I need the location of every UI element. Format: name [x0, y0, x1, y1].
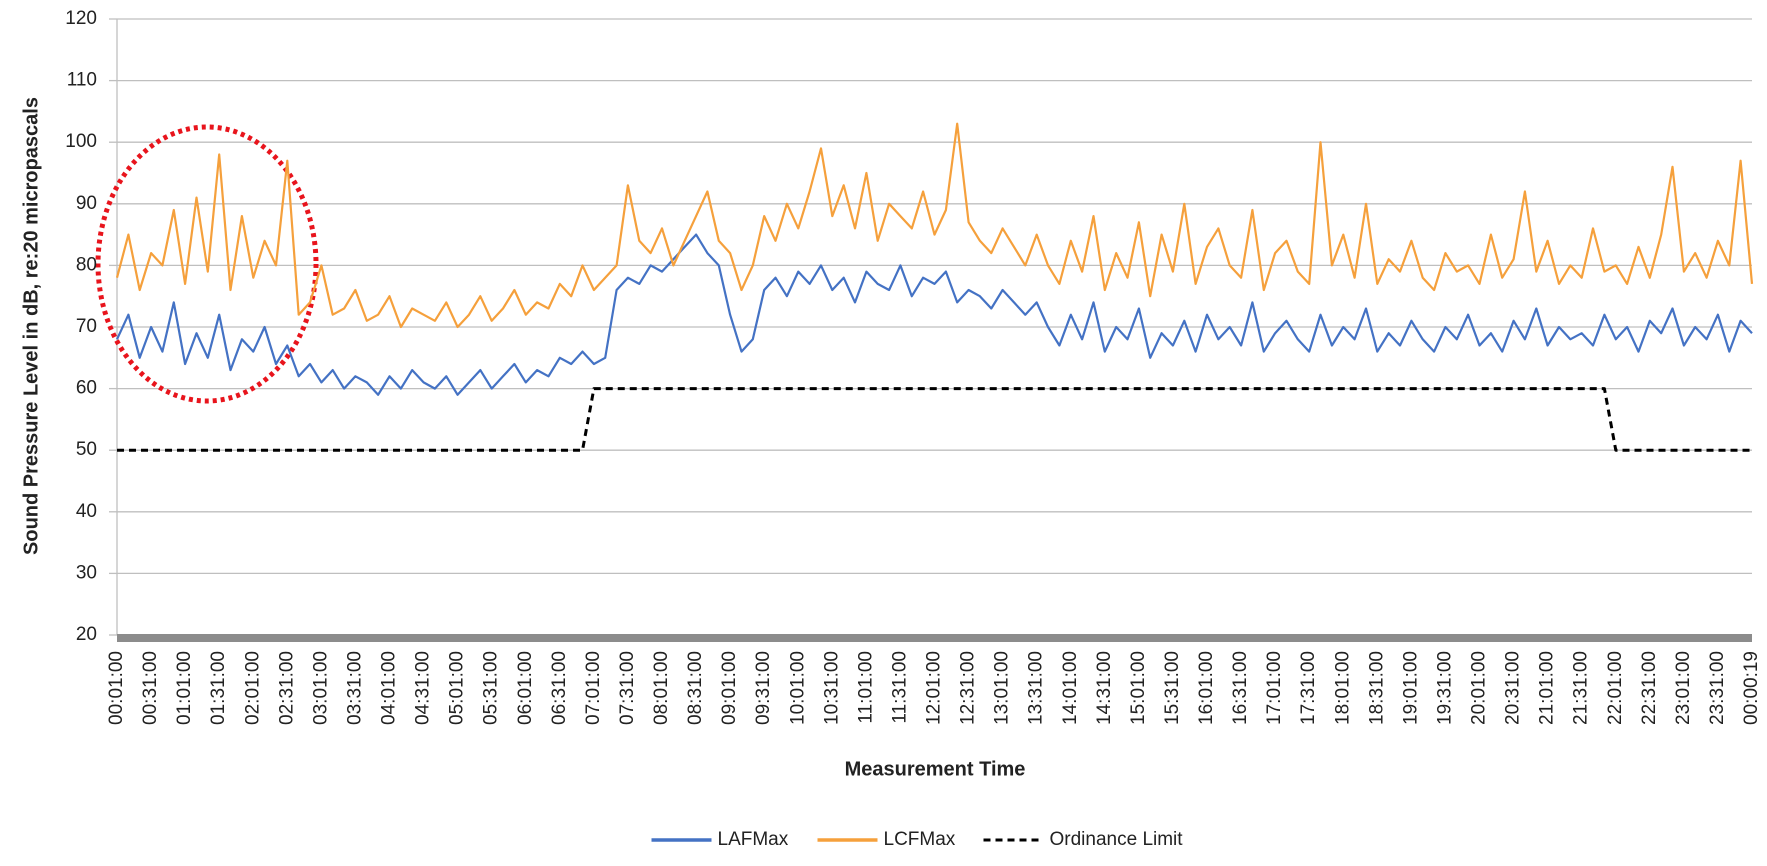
y-tick-label: 70 [76, 316, 97, 337]
x-tick-label: 12:01:00 [924, 651, 945, 725]
x-tick-label: 02:31:00 [276, 651, 297, 725]
y-tick-label: 20 [76, 624, 97, 645]
x-tick-label: 08:01:00 [651, 651, 672, 725]
x-tick-label: 18:31:00 [1366, 651, 1387, 725]
x-tick-label: 23:31:00 [1707, 651, 1728, 725]
y-tick-label: 30 [76, 562, 97, 583]
x-tick-label: 07:01:00 [583, 651, 604, 725]
x-tick-label: 16:01:00 [1196, 651, 1217, 725]
x-tick-label: 17:31:00 [1298, 651, 1319, 725]
x-tick-label: 17:01:00 [1264, 651, 1285, 725]
x-tick-label: 18:01:00 [1332, 651, 1353, 725]
highlight-ellipse [95, 124, 319, 404]
x-tick-label: 14:31:00 [1094, 651, 1115, 725]
x-tick-label: 05:31:00 [481, 651, 502, 725]
y-axis-title: Sound Pressure Level in dB, re:20 microp… [20, 97, 42, 555]
data-line [115, 122, 1754, 329]
x-tick-label: 01:31:00 [208, 651, 229, 725]
x-tick-label: 11:01:00 [855, 651, 876, 724]
data-line [117, 387, 1752, 452]
legend-label: LAFMax [718, 829, 789, 850]
x-tick-label: 00:00:19 [1741, 651, 1762, 725]
x-tick-label: 16:31:00 [1230, 651, 1251, 725]
x-tick-label: 03:31:00 [344, 651, 365, 725]
x-tick-label: 09:01:00 [719, 651, 740, 725]
x-tick-label: 21:01:00 [1537, 651, 1558, 725]
y-tick-label: 100 [65, 131, 97, 152]
x-tick-label: 04:01:00 [379, 651, 400, 725]
x-tick-label: 10:31:00 [821, 651, 842, 725]
x-tick-label: 20:01:00 [1469, 651, 1490, 725]
x-tick-label: 06:31:00 [549, 651, 570, 725]
x-axis-title: Measurement Time [845, 758, 1026, 780]
x-tick-label: 15:01:00 [1128, 651, 1149, 725]
y-tick-label: 50 [76, 439, 97, 460]
x-tick-label: 21:31:00 [1571, 651, 1592, 725]
x-tick-label: 00:01:00 [106, 651, 127, 725]
x-tick-label: 08:31:00 [685, 651, 706, 725]
y-tick-label: 60 [76, 378, 97, 399]
legend-label: Ordinance Limit [1050, 829, 1184, 850]
x-tick-label: 12:31:00 [958, 651, 979, 725]
x-tick-label: 14:01:00 [1060, 651, 1081, 725]
x-tick-label: 04:31:00 [413, 651, 434, 725]
y-tick-label: 80 [76, 254, 97, 275]
x-tick-label: 15:31:00 [1162, 651, 1183, 725]
data-line [116, 233, 1753, 396]
x-tick-label: 23:01:00 [1673, 651, 1694, 725]
x-tick-label: 22:31:00 [1639, 651, 1660, 725]
x-tick-label: 19:01:00 [1400, 651, 1421, 725]
x-tick-label: 09:31:00 [753, 651, 774, 725]
x-tick-label: 06:01:00 [515, 651, 536, 725]
x-tick-label: 22:01:00 [1605, 651, 1626, 725]
y-tick-label: 110 [67, 70, 97, 91]
x-tick-label: 10:01:00 [787, 651, 808, 725]
x-tick-label: 03:01:00 [310, 651, 331, 725]
x-tick-label: 02:01:00 [242, 651, 263, 725]
y-tick-label: 120 [65, 8, 97, 29]
x-tick-label: 05:01:00 [447, 651, 468, 725]
y-tick-label: 40 [76, 501, 97, 522]
x-tick-label: 01:01:00 [174, 651, 195, 725]
x-tick-label: 00:31:00 [140, 651, 161, 725]
x-tick-label: 13:01:00 [992, 651, 1013, 725]
x-tick-label: 13:31:00 [1026, 651, 1047, 725]
y-tick-label: 90 [76, 193, 97, 214]
x-tick-label: 20:31:00 [1503, 651, 1524, 725]
legend-label: LCFMax [884, 829, 956, 850]
x-tick-label: 19:31:00 [1434, 651, 1455, 725]
x-tick-label: 11:31:00 [889, 651, 910, 724]
x-tick-label: 07:31:00 [617, 651, 638, 725]
